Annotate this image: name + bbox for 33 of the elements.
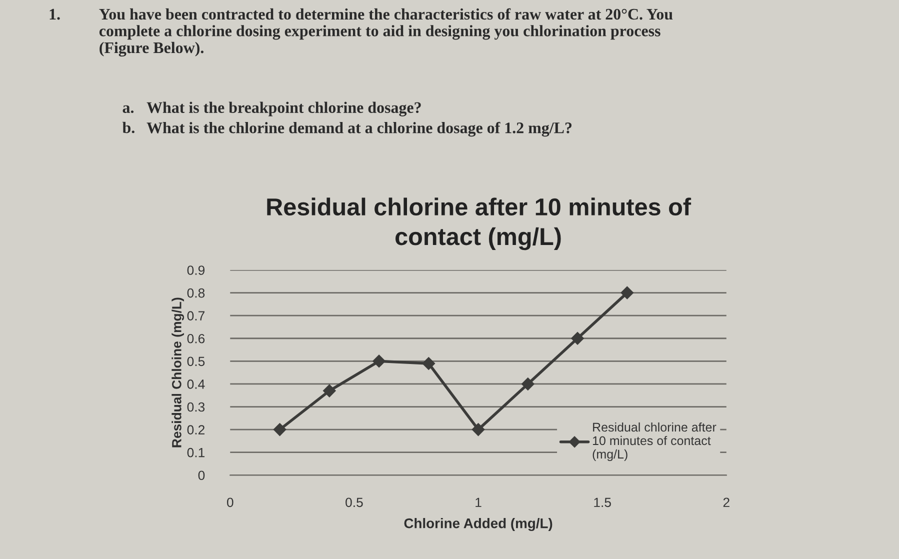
point bbox=[472, 423, 485, 436]
point bbox=[571, 332, 584, 345]
y-tick-label: 0.8 bbox=[187, 288, 205, 298]
y-tick-label: 0.5 bbox=[187, 356, 205, 366]
text: What is the breakpoint chlorine dosage? bbox=[146, 102, 421, 116]
point bbox=[372, 354, 386, 368]
point bbox=[620, 286, 634, 300]
x-tick-label: 1.5 bbox=[594, 498, 611, 508]
y-tick-label: 0.7 bbox=[187, 311, 204, 320]
y-tick-label: 0 bbox=[198, 470, 205, 480]
text: a. bbox=[122, 105, 134, 114]
y-tick-label: 0.4 bbox=[187, 380, 205, 389]
y-axis-title: Residual Chloine (mg/L) bbox=[172, 298, 184, 448]
point bbox=[521, 378, 534, 390]
text: What is the chlorine demand at a chlorine dosage of 1.2 mg/L? bbox=[146, 122, 572, 137]
point bbox=[422, 357, 436, 370]
y-tick-label: 0.3 bbox=[187, 402, 205, 412]
x-tick-label: 0.5 bbox=[346, 498, 363, 508]
x-tick-label: 0 bbox=[226, 498, 234, 508]
x-axis-title: Chlorine Added (mg/L) bbox=[404, 518, 552, 532]
legend-label: Residual chlorine after 10 minutes of contact (mg/L) bbox=[592, 422, 716, 462]
point bbox=[322, 384, 336, 398]
text: b. bbox=[122, 122, 134, 134]
text: 1. bbox=[50, 8, 60, 20]
y-tick-label: 0.9 bbox=[187, 266, 205, 275]
chart-title: Residual chlorine after 10 minutes of contact (mg/L) bbox=[267, 198, 692, 250]
y-tick-label: 0.2 bbox=[187, 425, 204, 434]
y-tick-label: 0.1 bbox=[187, 448, 204, 458]
point bbox=[273, 423, 286, 436]
text: You have been contracted to determine the characteristics of raw water at 20°C. You complete a chlorine dosing experiment to aid in designing you chlorination process (Figure Below). bbox=[99, 8, 673, 57]
y-tick-label: 0.6 bbox=[187, 334, 205, 344]
x-tick-label: 1 bbox=[476, 498, 482, 507]
x-tick-label: 2 bbox=[723, 498, 730, 507]
